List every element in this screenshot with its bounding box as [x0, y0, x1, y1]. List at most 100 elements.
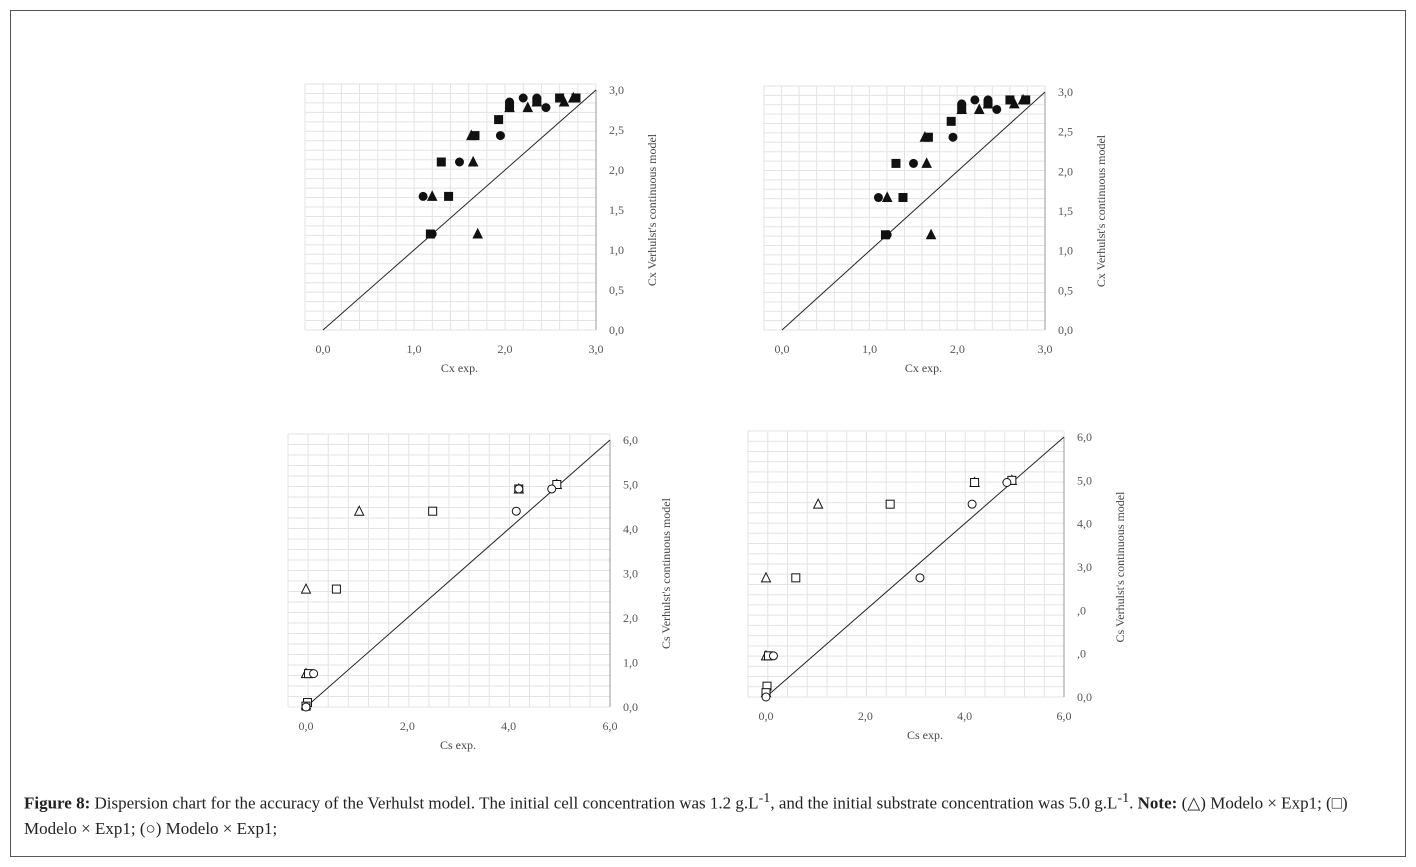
x-tick-label: 0,0 — [775, 342, 790, 356]
data-point-square — [891, 158, 901, 168]
data-point-triangle — [925, 228, 937, 240]
y-tick-label: 2,0 — [623, 611, 638, 625]
data-point-triangle — [921, 157, 932, 168]
scatter-chart-1: 0,0 1,0 2,0 3,0 0,0 0,5 1,0 1,5 2,0 2,5 3,0 Cx exp.… — [304, 83, 659, 375]
y-tick-label: ,0 — [1077, 603, 1086, 617]
y-tick-label: 1,0 — [623, 656, 638, 670]
data-point-circle — [970, 95, 980, 105]
data-point-square — [923, 132, 933, 142]
y-tick-label: 1,5 — [1058, 204, 1073, 218]
data-point-square — [552, 480, 562, 489]
y-tick-label: ,0 — [1077, 647, 1086, 661]
data-point-circle — [418, 191, 428, 201]
y-axis-title: Cs Verhulst's continuous model — [659, 497, 673, 649]
data-point-circle — [511, 506, 521, 516]
data-point-triangle — [812, 498, 824, 509]
data-point-circle — [761, 692, 771, 702]
caption-text-2: , and the initial substrate concentratio… — [770, 793, 1118, 813]
data-point-square — [983, 99, 993, 109]
caption-text-3: . — [1129, 793, 1138, 813]
data-point-square — [885, 499, 895, 509]
data-point-circle — [495, 131, 505, 141]
data-point-circle — [518, 93, 528, 103]
y-tick-label: 2,0 — [1058, 164, 1073, 178]
y-tick-label: 5,0 — [1077, 473, 1092, 487]
note-text: (△) Modelo × Exp1; (□) Modelo × Exp1; (○… — [24, 793, 1348, 838]
figure-frame — [10, 10, 1406, 857]
scatter-chart-2: 0,0 1,0 2,0 3,0 0,0 0,5 1,0 1,5 2,0 2,5 3,0 Cx exp.… — [763, 85, 1108, 375]
data-point-square — [444, 191, 454, 201]
data-point-circle — [915, 573, 925, 583]
data-point-circle — [455, 157, 464, 167]
x-tick-label: 2,0 — [400, 719, 415, 733]
data-point-square — [880, 230, 890, 240]
data-point-triangle — [881, 191, 893, 203]
data-point-circle — [547, 484, 557, 494]
identity-line — [765, 436, 1065, 698]
x-tick-label: 6,0 — [603, 719, 618, 733]
y-tick-label: 4,0 — [1077, 517, 1092, 531]
y-axis-title: Cx Verhulst's continuous model — [645, 133, 659, 286]
y-tick-label: 3,0 — [1058, 85, 1073, 99]
data-point-square — [505, 101, 515, 111]
y-tick-label: 0,0 — [609, 323, 624, 337]
y-tick-label: 1,5 — [609, 203, 624, 217]
y-tick-label: 2,5 — [1058, 125, 1073, 139]
data-point-circle — [992, 104, 1002, 114]
data-point-circle — [909, 158, 918, 168]
y-tick-label: 2,0 — [609, 163, 624, 177]
y-tick-label: 3,0 — [623, 567, 638, 581]
y-tick-label: 3,0 — [609, 83, 624, 97]
caption-sup-2: -1 — [1117, 790, 1130, 806]
data-point-square — [425, 229, 435, 239]
data-point-square — [970, 478, 980, 487]
data-point-circle — [301, 702, 311, 712]
data-point-square — [555, 93, 565, 103]
data-point-square — [494, 115, 504, 125]
data-point-square — [1021, 95, 1031, 105]
y-tick-label: 0,0 — [1077, 690, 1092, 704]
data-point-circle — [1002, 478, 1012, 487]
x-axis-title: Cx exp. — [905, 361, 942, 375]
x-axis-title: Cx exp. — [441, 361, 478, 375]
scatter-chart-4: 0,0 2,0 4,0 6,0 0,0 ,0 ,0 3,0 4,0 5,0 6,0 Cs exp. Cs… — [747, 430, 1127, 742]
data-point-square — [428, 506, 438, 516]
x-axis-title: Cs exp. — [907, 728, 943, 742]
data-point-square — [436, 157, 446, 167]
y-tick-label: 3,0 — [1077, 560, 1092, 574]
data-point-circle — [309, 669, 319, 679]
data-point-square — [571, 93, 581, 103]
data-point-triangle — [472, 227, 484, 239]
data-point-square — [331, 584, 341, 594]
data-point-square — [532, 97, 542, 107]
data-point-triangle — [353, 505, 365, 516]
figure-caption: Figure 8: Dispersion chart for the accur… — [24, 786, 1394, 841]
data-point-square — [957, 103, 967, 113]
data-point-triangle — [300, 582, 312, 594]
x-tick-label: 2,0 — [498, 342, 513, 356]
x-axis-title: Cs exp. — [440, 738, 476, 752]
data-point-circle — [541, 103, 551, 113]
scatter-chart-3: 0,0 2,0 4,0 6,0 0,0 1,0 2,0 3,0 4,0 5,0 6,0 Cs exp.… — [287, 433, 673, 752]
x-tick-label: 2,0 — [858, 709, 873, 723]
caption-label: Figure 8: — [24, 793, 91, 813]
data-point-triangle — [973, 103, 985, 114]
data-point-square — [946, 116, 956, 126]
y-tick-label: 2,5 — [609, 123, 624, 137]
caption-sup-1: -1 — [758, 790, 771, 806]
x-tick-label: 6,0 — [1057, 709, 1072, 723]
identity-line — [322, 89, 597, 331]
data-point-square — [791, 573, 801, 583]
x-tick-label: 0,0 — [759, 709, 774, 723]
x-tick-label: 1,0 — [407, 342, 422, 356]
note-label: Note: — [1137, 793, 1178, 813]
caption-text: Dispersion chart for the accuracy of the… — [94, 793, 759, 813]
x-tick-label: 0,0 — [299, 719, 314, 733]
data-point-circle — [514, 484, 524, 494]
x-tick-label: 4,0 — [501, 719, 516, 733]
y-tick-label: 1,0 — [1058, 244, 1073, 258]
x-tick-label: 1,0 — [862, 342, 877, 356]
data-point-circle — [967, 499, 977, 509]
data-point-circle — [768, 651, 778, 661]
y-tick-label: 4,0 — [623, 522, 638, 536]
